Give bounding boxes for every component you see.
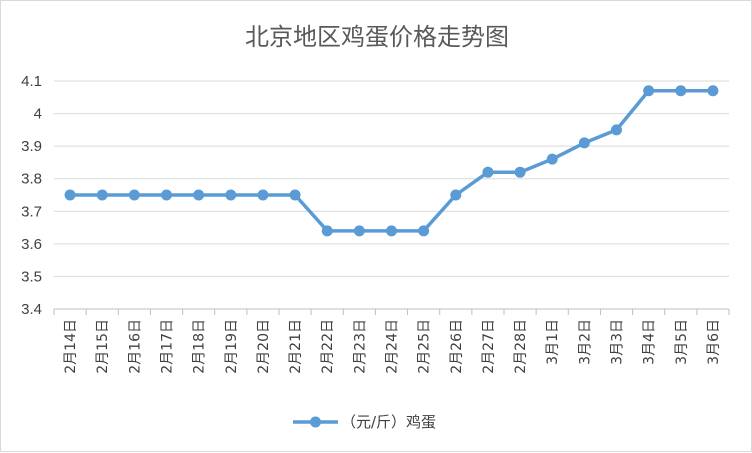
y-tick-label: 3.7 [21, 203, 42, 220]
data-point [578, 137, 590, 149]
chart-title: 北京地区鸡蛋价格走势图 [245, 23, 509, 51]
y-axis-tick-labels: 3.4 3.5 3.6 3.7 3.8 3.9 4 4.1 [21, 73, 42, 318]
y-tick-label: 3.4 [21, 301, 42, 318]
x-tick-label: 3月4日 [642, 319, 658, 365]
data-point [161, 189, 172, 201]
y-tick-label: 4 [34, 106, 42, 123]
axes [53, 308, 730, 315]
data-point [64, 189, 76, 201]
data-point [611, 124, 622, 136]
x-tick-label: 2月17日 [160, 319, 176, 374]
x-tick-label: 3月5日 [674, 319, 690, 365]
y-tick-label: 3.6 [21, 236, 42, 253]
y-tick-label: 3.8 [21, 171, 42, 188]
x-tick-label: 2月26日 [449, 319, 465, 374]
y-tick-label: 3.9 [21, 138, 42, 155]
x-tick-label: 3月6日 [706, 319, 722, 365]
x-tick-label: 2月28日 [513, 319, 529, 374]
data-point [289, 189, 301, 201]
x-tick-label: 2月14日 [63, 319, 79, 374]
data-point [418, 225, 430, 237]
data-point [321, 225, 333, 237]
x-tick-label: 3月2日 [577, 319, 593, 365]
data-point [128, 189, 140, 201]
x-tick-label: 2月15日 [95, 319, 111, 374]
gridlines [54, 80, 729, 277]
x-tick-label: 2月22日 [320, 319, 336, 374]
legend-series-label: （元/斤）鸡蛋 [341, 413, 436, 431]
series-line [68, 89, 715, 233]
data-point [257, 189, 269, 201]
x-tick-label: 2月18日 [192, 319, 208, 374]
x-tick-label: 2月24日 [385, 319, 401, 374]
data-point [225, 189, 237, 201]
data-point [675, 85, 687, 97]
legend-marker-swatch [310, 416, 321, 428]
data-point [546, 153, 558, 165]
data-point [96, 189, 108, 201]
y-tick-label: 4.1 [21, 73, 42, 90]
data-point [353, 225, 365, 237]
x-axis-tick-labels: 2月14日 2月15日 2月16日 2月17日 2月18日 2月19日 2月20日 2月21日… [63, 319, 722, 374]
x-tick-label: 2月25日 [417, 319, 433, 374]
y-tick-label: 3.5 [21, 268, 42, 285]
x-tick-label: 2月21日 [288, 319, 304, 374]
data-point [643, 85, 655, 97]
data-point [514, 166, 526, 178]
legend[interactable]: （元/斤）鸡蛋 [293, 413, 436, 431]
data-point [450, 189, 462, 201]
x-tick-label: 3月3日 [610, 319, 626, 365]
x-tick-label: 2月23日 [352, 319, 368, 374]
data-point [482, 166, 494, 178]
x-tick-label: 3月1日 [545, 319, 561, 365]
data-point [193, 189, 205, 201]
data-point [386, 225, 397, 237]
x-tick-label: 2月20日 [256, 319, 272, 374]
x-tick-label: 2月19日 [224, 319, 240, 374]
data-point [707, 85, 719, 97]
series-layer [64, 85, 719, 237]
x-tick-label: 2月16日 [127, 319, 143, 374]
x-tick-label: 2月27日 [481, 319, 497, 374]
